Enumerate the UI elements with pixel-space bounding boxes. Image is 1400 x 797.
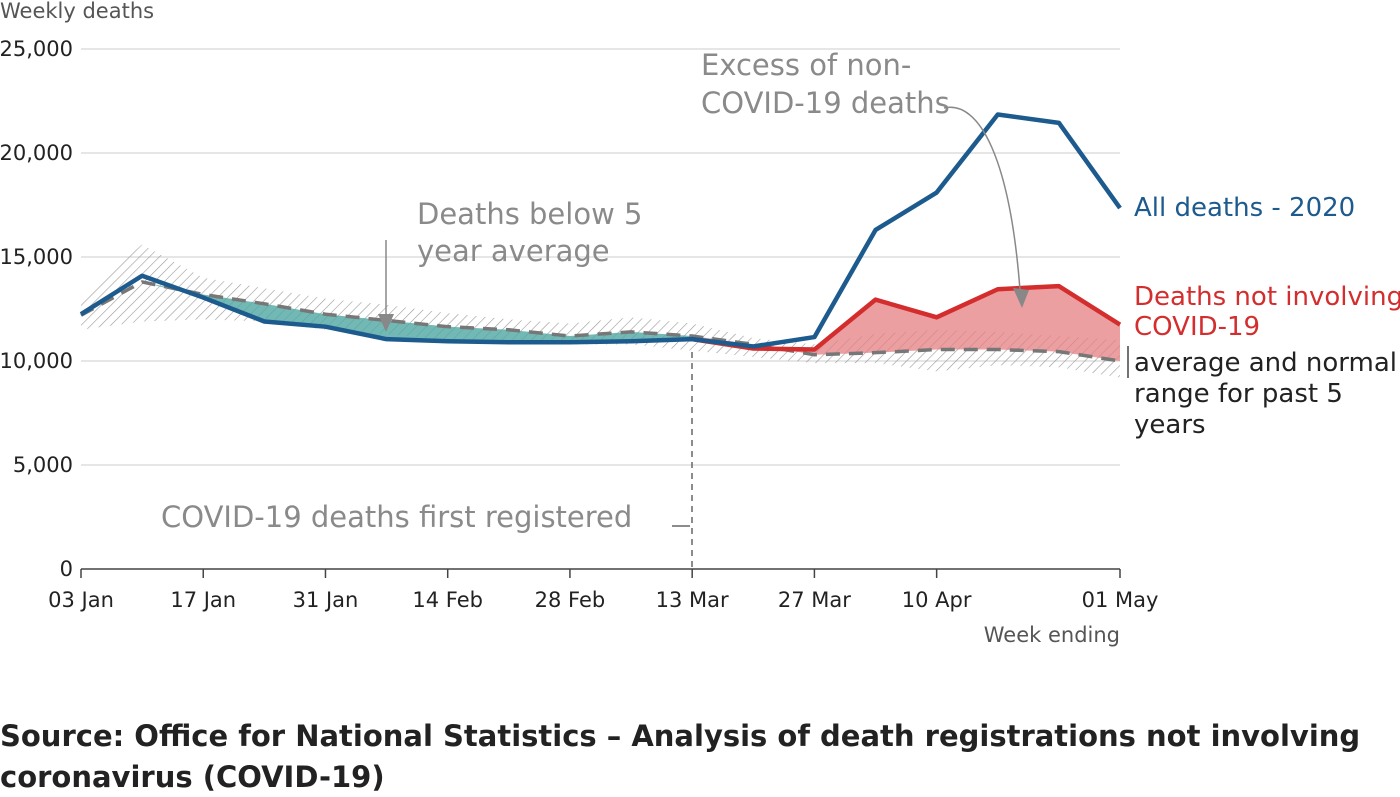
y-axis-label: Weekly deaths [0,0,155,23]
x-tick-label: 01 May [1082,588,1159,612]
x-tick-label: 03 Jan [48,588,114,612]
x-tick-label: 14 Feb [412,588,483,612]
annotation: Deaths below 5 year average [417,197,643,268]
series-label: All deaths - 2020 [1134,193,1356,223]
series-line [691,283,1122,352]
series-label: Deaths not involving COVID-19 [1134,282,1400,342]
x-tick-label: 10 Apr [902,588,972,612]
y-tick-label: 0 [60,557,73,581]
arrow-head [1013,288,1029,308]
y-tick-label: 5,000 [13,453,73,477]
x-axis-label: Week ending [983,623,1120,647]
y-tick-label: 25,000 [0,37,73,61]
series-label: average and normal range for past 5 year… [1134,348,1397,440]
y-tick-label: 10,000 [0,349,73,373]
annotation: COVID-19 deaths first registered [161,500,633,534]
source: Source: Office for National Statistics –… [0,719,1361,794]
arrow-head [378,314,394,332]
x-tick-label: 13 Mar [656,588,729,612]
excess-fill [692,286,1120,361]
x-tick-label: 28 Feb [535,588,606,612]
x-tick-label: 27 Mar [778,588,851,612]
annotation: Excess of non-COVID-19 deaths [701,48,950,120]
x-tick-label: 17 Jan [170,588,236,612]
series-line [79,112,1122,349]
y-tick-label: 20,000 [0,141,73,165]
y-tick-label: 15,000 [0,245,73,269]
annotation-arrow [943,106,1021,291]
series-line [80,280,1121,363]
x-tick-label: 31 Jan [293,588,359,612]
